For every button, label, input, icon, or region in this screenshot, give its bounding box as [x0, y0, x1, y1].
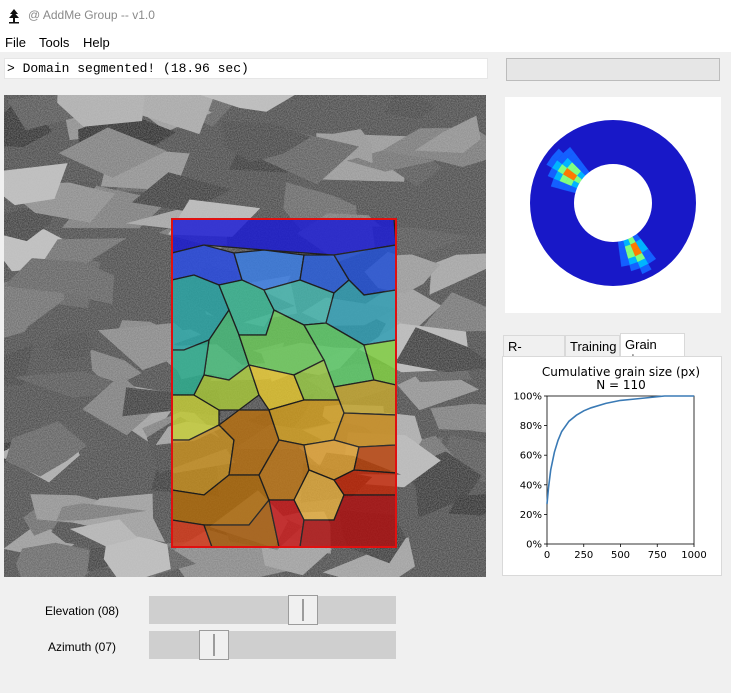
y-tick-label: 100%	[513, 392, 542, 403]
tree-icon	[9, 9, 19, 24]
y-tick-label: 40%	[520, 480, 542, 491]
title-bar: @ AddMe Group -- v1.0	[0, 0, 731, 33]
x-tick-label: 500	[611, 550, 630, 561]
y-tick-label: 60%	[520, 451, 542, 462]
tab-grain-size[interactable]: Grain size	[620, 333, 685, 367]
elevation-slider[interactable]	[149, 595, 396, 625]
x-tick-label: 250	[574, 550, 593, 561]
plot-area	[546, 395, 695, 545]
chart-title: Cumulative grain size (px)	[542, 365, 700, 379]
menu-file[interactable]: File	[5, 35, 26, 50]
tab-training[interactable]: Training	[565, 335, 620, 356]
window-title: @ AddMe Group -- v1.0	[28, 8, 155, 22]
y-tick-label: 20%	[520, 510, 542, 521]
segmentation-overlay	[171, 218, 397, 548]
tab-r-pattern[interactable]: R-Pattern	[503, 335, 565, 369]
chart-subtitle: N = 110	[596, 378, 646, 392]
elevation-slider-thumb[interactable]	[287, 595, 318, 625]
selection-box[interactable]	[171, 218, 397, 548]
polar-plot-panel	[505, 97, 721, 313]
y-tick-label: 80%	[520, 421, 542, 432]
azimuth-slider[interactable]	[149, 630, 396, 660]
microscopy-image[interactable]	[4, 95, 486, 577]
cumulative-grain-size-line	[546, 395, 694, 505]
y-tick-label: 0%	[526, 540, 542, 551]
grain-size-panel: Cumulative grain size (px) N = 110 0% 20%…	[502, 356, 722, 576]
menu-help[interactable]: Help	[83, 35, 110, 50]
x-tick-label: 750	[648, 550, 667, 561]
menu-tools[interactable]: Tools	[39, 35, 70, 50]
x-tick-label: 1000	[681, 550, 706, 561]
grain-size-chart: Cumulative grain size (px) N = 110 0% 20%…	[513, 365, 706, 561]
menu-bar: File Tools Help	[0, 32, 731, 52]
elevation-label: Elevation (08)	[45, 604, 120, 618]
azimuth-slider-thumb[interactable]	[198, 630, 229, 660]
azimuth-label: Azimuth (07)	[48, 640, 117, 654]
progress-bar	[506, 58, 720, 81]
ring-plot	[530, 120, 696, 286]
x-tick-label: 0	[544, 550, 550, 561]
status-console: > Domain segmented! (18.96 sec)	[4, 58, 488, 79]
